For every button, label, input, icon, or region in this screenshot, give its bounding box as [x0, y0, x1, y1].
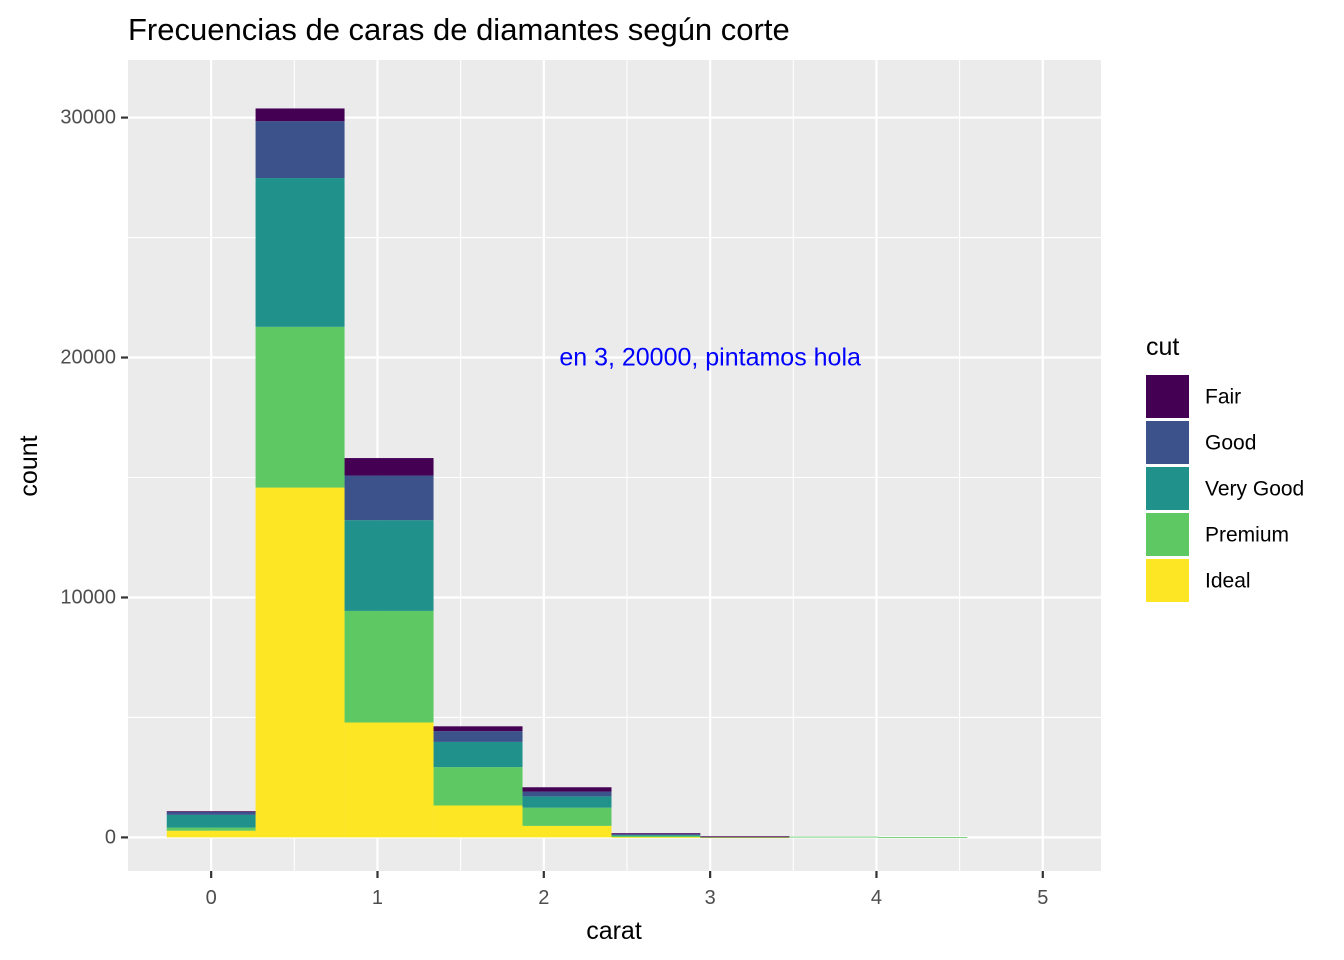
bar-segment-ideal: [255, 487, 345, 838]
y-tick-label: 30000: [60, 107, 116, 129]
y-tick-label: 0: [105, 826, 116, 848]
bar-segment-good: [522, 791, 612, 797]
legend-label-premium: Premium: [1205, 524, 1289, 547]
bar-segment-premium: [789, 836, 879, 838]
bar-segment-ideal: [344, 722, 434, 838]
bar-segment-premium: [166, 827, 256, 831]
x-tick-label: 3: [705, 887, 716, 909]
bar-segment-fair: [344, 458, 434, 476]
legend-swatch-ideal: [1146, 559, 1189, 602]
bar-segment-very-good: [344, 520, 434, 611]
x-tick-label: 1: [372, 887, 383, 909]
x-tick-label: 0: [206, 887, 217, 909]
x-tick-label: 4: [871, 887, 882, 909]
x-axis: 0 1 2 3 4 5: [206, 871, 1048, 909]
bar-segment-very-good: [433, 741, 523, 768]
bar-segment-good: [433, 731, 523, 742]
bars: [166, 108, 968, 839]
bar-segment-good: [166, 811, 256, 815]
bar-segment-ideal: [166, 830, 256, 838]
legend-label-very-good: Very Good: [1205, 478, 1304, 501]
x-tick-label: 5: [1037, 887, 1048, 909]
y-axis: 0 10000 20000 30000: [60, 107, 128, 848]
bar-segment-ideal: [611, 837, 701, 838]
bar-segment-premium: [433, 767, 523, 806]
legend-label-fair: Fair: [1205, 386, 1241, 409]
legend-items: Fair Good Very Good Premium Ideal: [1146, 375, 1304, 602]
legend-label-good: Good: [1205, 432, 1256, 455]
y-axis-title: count: [15, 435, 43, 496]
legend-swatch-good: [1146, 421, 1189, 464]
bar-segment-fair: [611, 833, 701, 835]
x-axis-title: carat: [586, 917, 642, 945]
y-tick-label: 10000: [60, 586, 116, 608]
bar-segment-good: [344, 475, 434, 521]
bar-segment-fair: [166, 811, 256, 813]
bar-segment-ideal: [522, 825, 612, 838]
bar-segment-fair: [433, 726, 523, 732]
bar-segment-fair: [522, 787, 612, 792]
y-tick-label: 20000: [60, 347, 116, 369]
legend-swatch-very-good: [1146, 467, 1189, 510]
bar-segment-very-good: [255, 178, 345, 327]
bar-segment-premium: [344, 610, 434, 723]
bar-segment-good: [611, 834, 701, 835]
legend: cut Fair Good Very Good Premium Ideal: [1146, 333, 1304, 602]
bar-segment-premium: [522, 807, 612, 826]
bar-segment-ideal: [700, 837, 790, 839]
bar-segment-ideal: [433, 805, 523, 838]
legend-swatch-premium: [1146, 513, 1189, 556]
bar-segment-premium: [255, 326, 345, 488]
bar-segment-fair: [700, 836, 790, 838]
legend-label-ideal: Ideal: [1205, 570, 1251, 593]
chart-title: Frecuencias de caras de diamantes según …: [128, 12, 790, 47]
bar-segment-very-good: [611, 834, 701, 836]
bar-segment-very-good: [522, 796, 612, 808]
x-tick-label: 2: [538, 887, 549, 909]
bar-segment-fair: [255, 108, 345, 122]
bar-segment-premium: [611, 835, 701, 838]
bar-segment-premium: [878, 837, 968, 838]
bar-segment-good: [255, 121, 345, 179]
legend-swatch-fair: [1146, 375, 1189, 418]
chart-annotation: en 3, 20000, pintamos hola: [559, 344, 861, 372]
legend-title: cut: [1146, 333, 1179, 361]
annotations: en 3, 20000, pintamos hola: [559, 344, 861, 372]
bar-segment-very-good: [166, 814, 256, 828]
